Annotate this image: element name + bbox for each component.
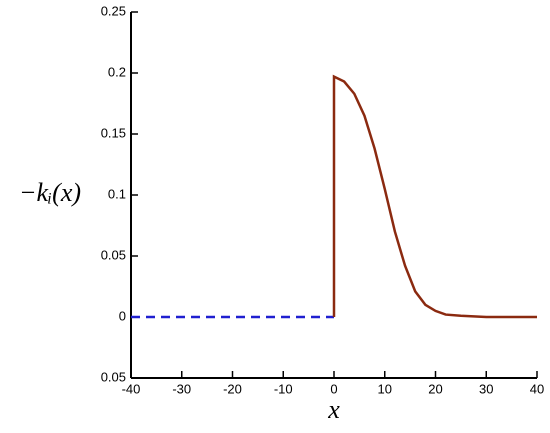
y-tick-label: 0.15: [101, 125, 126, 140]
x-tick-label: -10: [274, 381, 293, 396]
y-tick-label: 0.05: [101, 247, 126, 262]
y-tick-label: 0.05: [101, 369, 126, 384]
y-tick-label: 0.1: [108, 186, 126, 201]
x-tick-label: 10: [378, 381, 392, 396]
y-tick-label: 0: [119, 308, 126, 323]
x-tick-label: 0: [330, 381, 337, 396]
x-axis-label: x: [327, 395, 340, 424]
y-tick-label: 0.2: [108, 64, 126, 79]
x-tick-label: 30: [479, 381, 493, 396]
x-tick-label: -40: [122, 381, 141, 396]
line-series: [332, 74, 537, 319]
y-axis-label: −kᵢ(x): [19, 178, 81, 207]
x-tick-label: 20: [428, 381, 442, 396]
x-tick-label: 40: [530, 381, 544, 396]
y-tick-label: 0.25: [101, 3, 126, 18]
x-tick-label: -20: [223, 381, 242, 396]
x-tick-label: -30: [172, 381, 191, 396]
